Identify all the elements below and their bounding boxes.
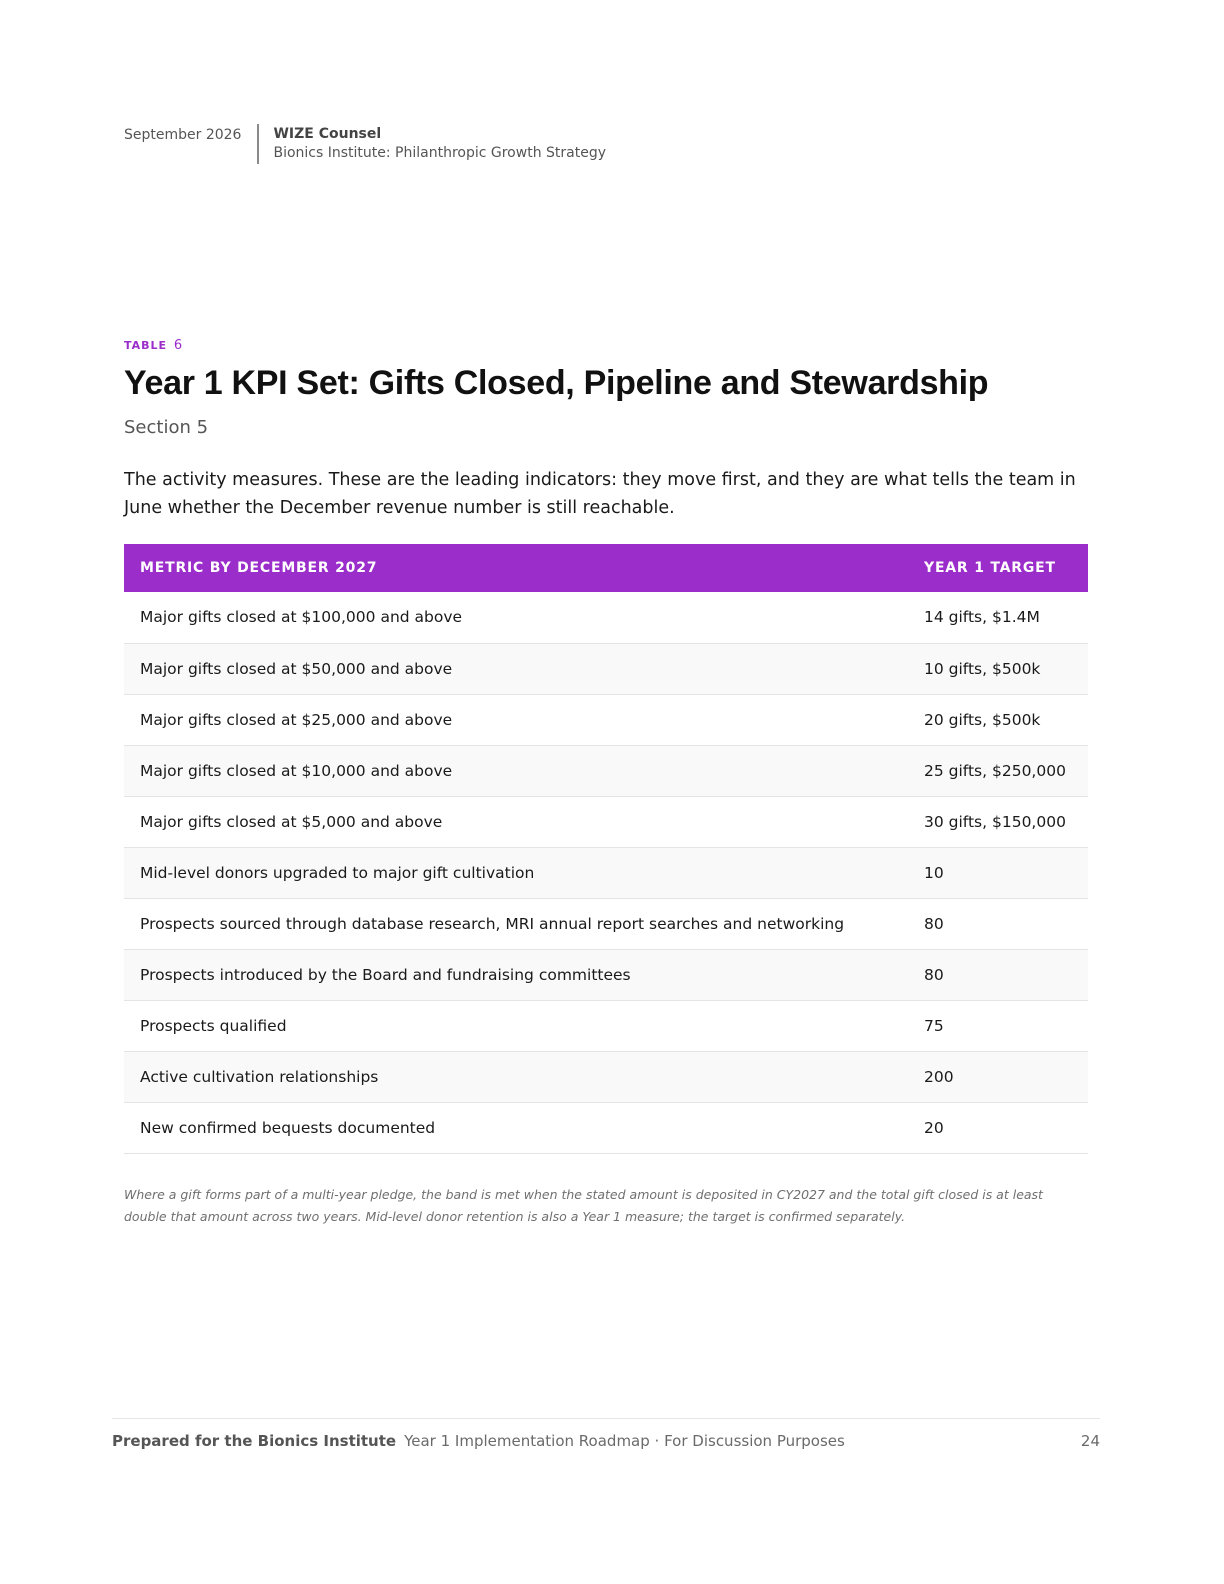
- table-row: Mid-level donors upgraded to major gift …: [124, 847, 1088, 899]
- target-cell: 25 gifts, $250,000: [908, 745, 1088, 797]
- target-cell: 80: [908, 898, 1088, 950]
- table-row: Prospects sourced through database resea…: [124, 898, 1088, 950]
- intro-paragraph: The activity measures. These are the lea…: [124, 470, 1076, 518]
- footer-document-name: Year 1 Implementation Roadmap · For Disc…: [404, 1432, 845, 1450]
- footer-divider: [112, 1418, 1100, 1419]
- table-footnote: Where a gift forms part of a multi-year …: [124, 1187, 1043, 1224]
- table-label-prefix: TABLE: [124, 339, 168, 352]
- table-row: New confirmed bequests documented 20: [124, 1102, 1088, 1154]
- header-date: September 2026: [124, 127, 242, 143]
- kpi-table: METRIC BY DECEMBER 2027 YEAR 1 TARGET Ma…: [124, 544, 1088, 1154]
- metric-cell: Active cultivation relationships: [124, 1051, 908, 1103]
- metric-cell: Prospects sourced through database resea…: [124, 898, 908, 950]
- metric-cell: New confirmed bequests documented: [124, 1102, 908, 1154]
- table-row: Major gifts closed at $100,000 and above…: [124, 592, 1088, 644]
- metric-cell: Major gifts closed at $25,000 and above: [124, 694, 908, 746]
- metric-cell: Major gifts closed at $5,000 and above: [124, 796, 908, 848]
- page-number: 24: [1080, 1432, 1100, 1450]
- table-label: TABLE 6: [124, 338, 182, 353]
- header-subtitle: Bionics Institute: Philanthropic Growth …: [273, 145, 606, 161]
- target-cell: 80: [908, 949, 1088, 1001]
- section-label: Section 5: [124, 417, 209, 438]
- metric-cell: Major gifts closed at $10,000 and above: [124, 745, 908, 797]
- header-org: WIZE Counsel: [273, 126, 382, 142]
- table-row: Active cultivation relationships 200: [124, 1051, 1088, 1103]
- table-row: Major gifts closed at $5,000 and above 3…: [124, 796, 1088, 848]
- metric-cell: Major gifts closed at $50,000 and above: [124, 643, 908, 695]
- page-footer: Prepared for the Bionics Institute Year …: [112, 1432, 1100, 1450]
- table-row: Prospects qualified 75: [124, 1000, 1088, 1052]
- target-cell: 200: [908, 1051, 1088, 1103]
- table-row: Prospects introduced by the Board and fu…: [124, 949, 1088, 1001]
- metric-cell: Prospects qualified: [124, 1000, 908, 1052]
- metric-cell: Major gifts closed at $100,000 and above: [124, 592, 908, 644]
- header-divider: [257, 124, 260, 164]
- target-cell: 20 gifts, $500k: [908, 694, 1088, 746]
- table-label-number: 6: [173, 338, 183, 353]
- target-cell: 20: [908, 1102, 1088, 1154]
- column-header-target: YEAR 1 TARGET: [908, 544, 1088, 592]
- table-header-row: METRIC BY DECEMBER 2027 YEAR 1 TARGET: [124, 544, 1088, 592]
- page-title: Year 1 KPI Set: Gifts Closed, Pipeline a…: [124, 364, 989, 402]
- target-cell: 10: [908, 847, 1088, 899]
- table-row: Major gifts closed at $50,000 and above …: [124, 643, 1088, 695]
- target-cell: 14 gifts, $1.4M: [908, 592, 1088, 644]
- column-header-metric: METRIC BY DECEMBER 2027: [124, 544, 908, 592]
- table-row: Major gifts closed at $25,000 and above …: [124, 694, 1088, 746]
- metric-cell: Mid-level donors upgraded to major gift …: [124, 847, 908, 899]
- metric-cell: Prospects introduced by the Board and fu…: [124, 949, 908, 1001]
- target-cell: 75: [908, 1000, 1088, 1052]
- table-row: Major gifts closed at $10,000 and above …: [124, 745, 1088, 797]
- page-header: September 2026 WIZE Counsel Bionics Inst…: [124, 124, 606, 164]
- target-cell: 10 gifts, $500k: [908, 643, 1088, 695]
- target-cell: 30 gifts, $150,000: [908, 796, 1088, 848]
- header-org-block: WIZE Counsel Bionics Institute: Philanth…: [273, 124, 606, 163]
- footer-prepared-for: Prepared for the Bionics Institute: [112, 1432, 397, 1450]
